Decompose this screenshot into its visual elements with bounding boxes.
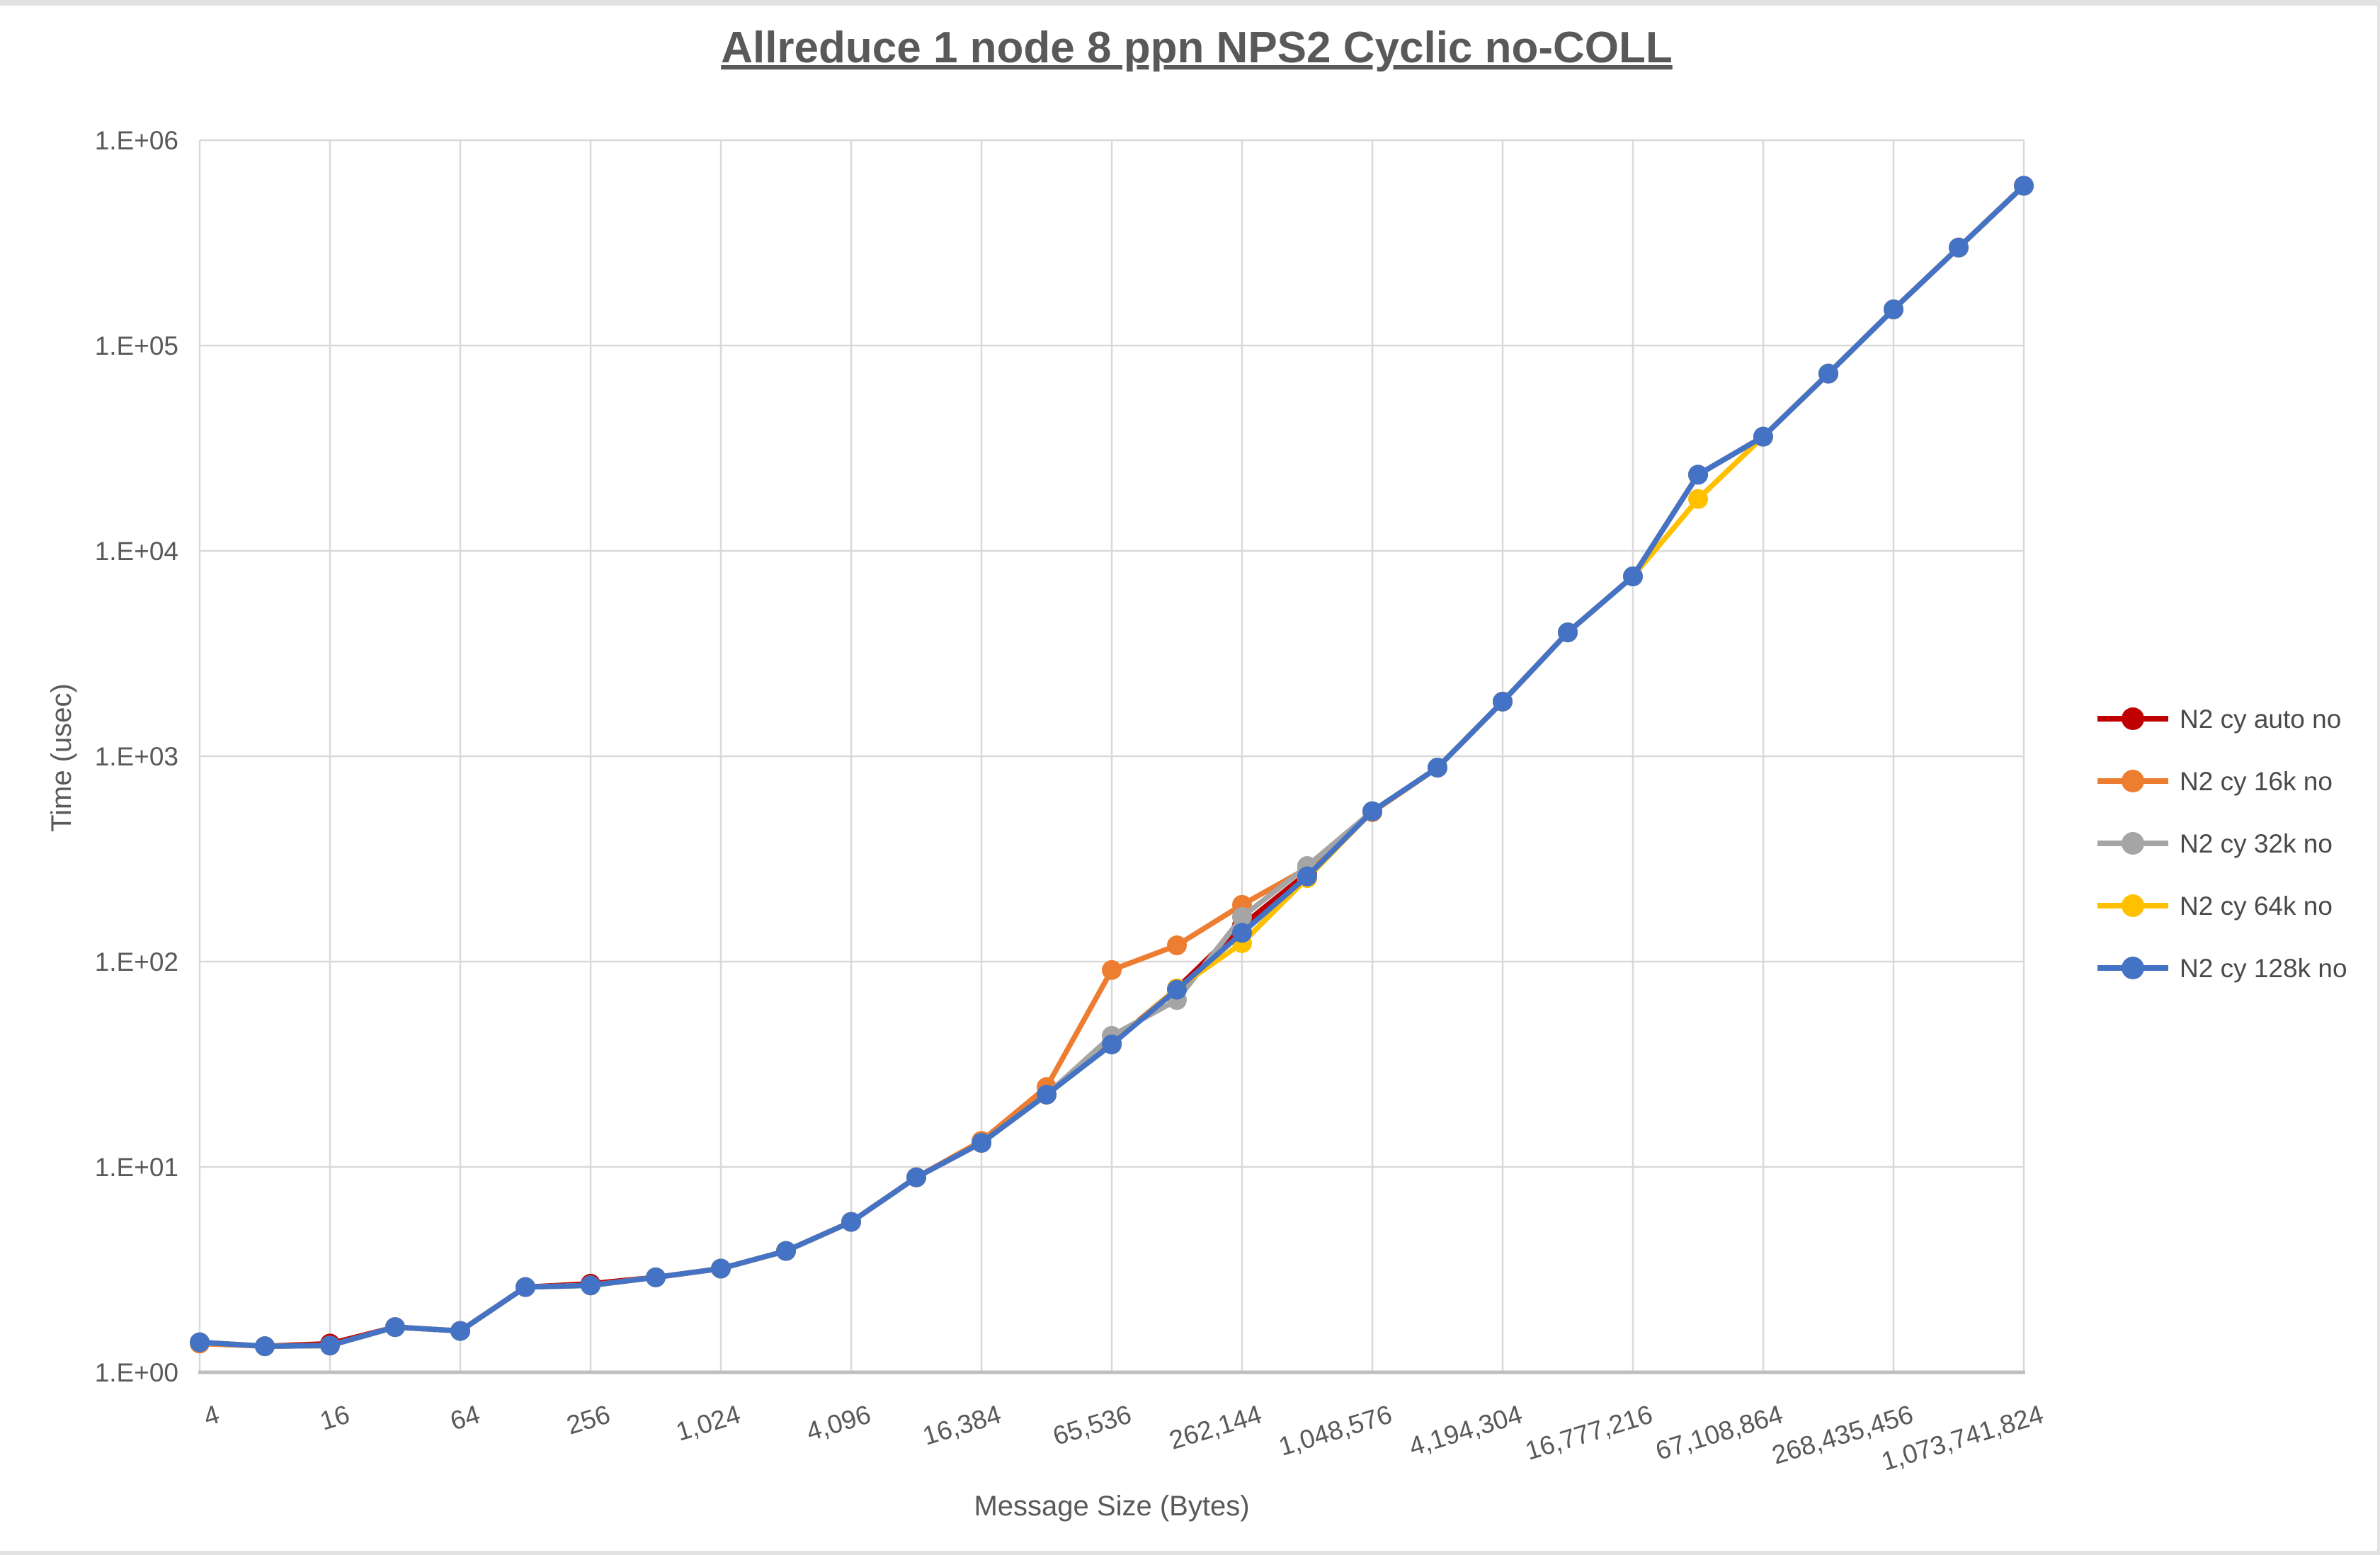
data-series	[190, 176, 2034, 1357]
data-point-n2-cy-128k-no	[1297, 866, 1317, 887]
x-tick-label: 16,384	[919, 1399, 1004, 1450]
data-point-n2-cy-128k-no	[320, 1335, 340, 1356]
legend-marker-icon	[2122, 832, 2144, 855]
y-axis-title: Time (usec)	[46, 683, 77, 832]
legend-label: N2 cy 64k no	[2180, 892, 2333, 921]
data-point-n2-cy-128k-no	[646, 1267, 666, 1287]
x-tick-label: 4,096	[803, 1399, 875, 1446]
x-tick-label: 64	[447, 1399, 483, 1435]
data-point-n2-cy-128k-no	[1818, 363, 1838, 384]
data-point-n2-cy-128k-no	[1102, 1034, 1122, 1054]
data-point-n2-cy-128k-no	[1362, 801, 1382, 821]
y-tick-label: 1.E+04	[95, 537, 178, 566]
y-tick-label: 1.E+03	[95, 742, 178, 771]
legend-label: N2 cy 32k no	[2180, 829, 2333, 858]
legend-item-n2-cy-128k-no: N2 cy 128k no	[2097, 954, 2347, 983]
data-point-n2-cy-128k-no	[1623, 566, 1643, 586]
data-point-n2-cy-128k-no	[1558, 622, 1578, 643]
y-tick-label: 1.E+00	[95, 1358, 178, 1387]
data-point-n2-cy-128k-no	[1493, 691, 1513, 712]
data-point-n2-cy-128k-no	[1428, 758, 1447, 778]
data-point-n2-cy-128k-no	[841, 1212, 861, 1232]
data-point-n2-cy-128k-no	[1232, 923, 1252, 943]
x-tick-label: 67,108,864	[1652, 1399, 1786, 1465]
data-point-n2-cy-128k-no	[1167, 979, 1187, 1000]
gridlines	[198, 139, 2025, 1374]
data-point-n2-cy-32k-no	[1232, 906, 1252, 927]
legend-item-n2-cy-16k-no: N2 cy 16k no	[2097, 767, 2333, 796]
y-axis-tick-labels: 1.E+00 1.E+01 1.E+02 1.E+03 1.E+04 1.E+05 1.E+…	[95, 126, 178, 1387]
data-point-n2-cy-128k-no	[190, 1332, 210, 1352]
x-axis-title: Message Size (Bytes)	[974, 1491, 1249, 1522]
data-point-n2-cy-16k-no	[1102, 959, 1122, 980]
legend-label: N2 cy 128k no	[2180, 954, 2347, 983]
legend-label: N2 cy 16k no	[2180, 767, 2333, 796]
data-point-n2-cy-128k-no	[2014, 176, 2034, 196]
data-point-n2-cy-128k-no	[450, 1321, 470, 1341]
y-tick-label: 1.E+06	[95, 126, 178, 155]
data-point-n2-cy-128k-no	[1688, 465, 1708, 485]
window-edge-right	[2377, 0, 2380, 1555]
data-point-n2-cy-128k-no	[516, 1277, 535, 1297]
data-point-n2-cy-128k-no	[1753, 426, 1773, 447]
x-tick-label: 262,144	[1166, 1399, 1265, 1454]
legend-marker-icon	[2122, 707, 2144, 730]
legend-label: N2 cy auto no	[2180, 705, 2341, 734]
x-axis-tick-labels: 4 16 64 256 1,024 4,096 16,384 65,536 262,144 1,0…	[200, 1399, 2047, 1476]
data-point-n2-cy-128k-no	[255, 1336, 275, 1357]
data-point-n2-cy-128k-no	[972, 1132, 991, 1153]
legend: N2 cy auto no N2 cy 16k no N2 cy 32k no N2 …	[2097, 705, 2347, 983]
window-edge-bottom	[0, 1551, 2380, 1555]
y-tick-label: 1.E+02	[95, 947, 178, 976]
legend-marker-icon	[2122, 894, 2144, 917]
data-point-n2-cy-128k-no	[385, 1317, 405, 1338]
data-point-n2-cy-128k-no	[1949, 237, 1969, 258]
x-tick-label: 65,536	[1049, 1399, 1134, 1450]
window-edge-top	[0, 0, 2380, 6]
x-tick-label: 16,777,216	[1522, 1399, 1656, 1465]
x-tick-label: 256	[563, 1399, 613, 1440]
data-point-n2-cy-128k-no	[906, 1167, 926, 1187]
x-tick-label: 1,024	[673, 1399, 744, 1446]
x-tick-label: 1,048,576	[1275, 1399, 1395, 1461]
data-point-n2-cy-128k-no	[776, 1241, 796, 1261]
data-point-n2-cy-64k-no	[1688, 489, 1708, 509]
data-point-n2-cy-128k-no	[1884, 299, 1903, 319]
legend-item-n2-cy-64k-no: N2 cy 64k no	[2097, 892, 2333, 921]
data-point-n2-cy-128k-no	[711, 1258, 731, 1279]
data-point-n2-cy-128k-no	[1037, 1084, 1057, 1105]
x-tick-label: 16	[317, 1399, 353, 1435]
x-tick-label: 4	[200, 1399, 223, 1431]
data-point-n2-cy-128k-no	[581, 1275, 600, 1296]
legend-marker-icon	[2122, 957, 2144, 979]
x-tick-label: 4,194,304	[1406, 1399, 1525, 1461]
y-tick-label: 1.E+05	[95, 331, 178, 360]
legend-item-n2-cy-auto-no: N2 cy auto no	[2097, 705, 2341, 734]
chart-title: Allreduce 1 node 8 ppn NPS2 Cyclic no-CO…	[721, 23, 1673, 72]
data-point-n2-cy-16k-no	[1167, 935, 1187, 956]
legend-marker-icon	[2122, 770, 2144, 792]
y-tick-label: 1.E+01	[95, 1153, 178, 1182]
legend-item-n2-cy-32k-no: N2 cy 32k no	[2097, 829, 2333, 858]
series-n2-cy-128k-no	[190, 176, 2034, 1357]
